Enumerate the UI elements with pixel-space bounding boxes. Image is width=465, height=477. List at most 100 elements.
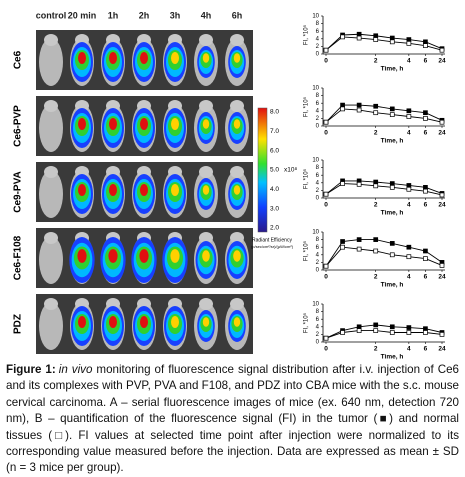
- column-header: 2h: [139, 10, 150, 20]
- mouse-head: [106, 166, 120, 178]
- x-tick-label: 4: [407, 130, 411, 137]
- data-point: [389, 181, 395, 186]
- y-tick-label: 2: [316, 332, 320, 338]
- signal: [233, 250, 241, 262]
- caption-text: monitoring of fluorescence signal distri…: [6, 363, 459, 475]
- data-point: [389, 241, 395, 246]
- mouse-head: [230, 100, 244, 112]
- data-point: [340, 102, 345, 108]
- row-label: Ce6-PVP: [13, 105, 24, 147]
- data-point: [356, 107, 362, 113]
- x-axis-label: Time, h: [381, 66, 404, 73]
- mouse-head: [106, 100, 120, 112]
- data-point: [439, 47, 445, 53]
- y-tick-label: 2: [316, 260, 320, 266]
- mouse-head: [75, 298, 89, 310]
- series-line: [325, 108, 443, 123]
- series-line: [325, 324, 443, 339]
- x-tick-label: 0: [324, 58, 328, 65]
- signal: [202, 119, 210, 129]
- column-header: 6h: [232, 10, 243, 20]
- mouse-head: [137, 166, 151, 178]
- colorbar-tick: 5.0: [270, 167, 279, 174]
- data-point: [356, 31, 362, 37]
- x-axis-label: Time, h: [381, 138, 404, 145]
- y-tick-label: 8: [316, 21, 320, 27]
- x-tick-label: 6: [424, 202, 428, 209]
- y-tick-label: 10: [312, 302, 319, 308]
- data-point: [389, 185, 395, 190]
- signal: [140, 184, 148, 196]
- series-line: [325, 246, 443, 267]
- data-point: [373, 179, 379, 185]
- signal: [78, 118, 86, 130]
- colorbar-tick: 8.0: [270, 109, 279, 116]
- mouse-head: [230, 298, 244, 310]
- signal: [109, 118, 117, 130]
- x-tick-label: 24: [438, 130, 446, 137]
- colorbar: [257, 107, 268, 233]
- y-axis-label: FI, *10⁵: [303, 168, 310, 189]
- data-point: [439, 263, 445, 268]
- mouse-head: [199, 100, 213, 112]
- data-point: [323, 335, 329, 341]
- data-point: [340, 330, 345, 335]
- y-tick-label: 10: [312, 86, 319, 92]
- x-tick-label: 4: [407, 58, 411, 65]
- colorbar-tick: 7.0: [270, 128, 279, 135]
- x-axis-label: Time, h: [381, 210, 404, 217]
- signal: [171, 316, 179, 328]
- data-point: [323, 119, 329, 125]
- data-point: [406, 114, 412, 119]
- data-point: [423, 330, 428, 335]
- y-tick-label: 6: [316, 29, 320, 35]
- x-tick-label: 4: [407, 274, 411, 281]
- caption-label: Figure 1:: [6, 363, 56, 376]
- colorbar-unit: x10⁸: [284, 167, 297, 174]
- mouse-head: [137, 34, 151, 46]
- signal: [109, 316, 117, 328]
- x-tick-label: 2: [374, 202, 378, 209]
- y-tick-label: 6: [316, 317, 320, 323]
- data-point: [423, 185, 428, 190]
- data-point: [423, 326, 428, 332]
- mouse-head: [75, 100, 89, 112]
- signal: [170, 249, 180, 263]
- x-tick-label: 2: [374, 130, 378, 137]
- signal: [171, 184, 179, 196]
- data-point: [423, 188, 428, 194]
- x-tick-label: 0: [324, 202, 328, 209]
- data-point: [406, 183, 412, 188]
- series-line: [325, 239, 443, 267]
- mouse-head: [168, 298, 182, 310]
- signal: [108, 249, 118, 263]
- series-line: [325, 33, 443, 51]
- x-tick-label: 4: [407, 346, 411, 353]
- x-tick-label: 6: [424, 58, 428, 65]
- mouse-head: [168, 166, 182, 178]
- y-tick-label: 4: [316, 252, 320, 258]
- signal: [140, 118, 148, 130]
- data-point: [423, 256, 428, 261]
- signal: [233, 317, 241, 327]
- y-tick-label: 8: [316, 309, 320, 315]
- data-point: [423, 248, 428, 254]
- data-point: [406, 186, 412, 192]
- colorbar-tick: 3.0: [270, 205, 279, 212]
- x-tick-label: 4: [407, 202, 411, 209]
- colorbar-tick: 4.0: [270, 186, 279, 193]
- data-point: [423, 43, 428, 48]
- mouse-head: [137, 100, 151, 112]
- data-point: [323, 47, 329, 53]
- signal: [109, 52, 117, 64]
- row-label: Ce6-F108: [13, 235, 24, 280]
- signal: [139, 249, 149, 263]
- y-tick-label: 8: [316, 93, 320, 99]
- mouse-head: [199, 232, 213, 244]
- data-point: [389, 106, 395, 112]
- signal: [202, 317, 210, 327]
- y-tick-label: 0: [316, 268, 320, 274]
- x-tick-label: 2: [374, 58, 378, 65]
- y-tick-label: 4: [316, 108, 320, 114]
- data-point: [340, 239, 345, 244]
